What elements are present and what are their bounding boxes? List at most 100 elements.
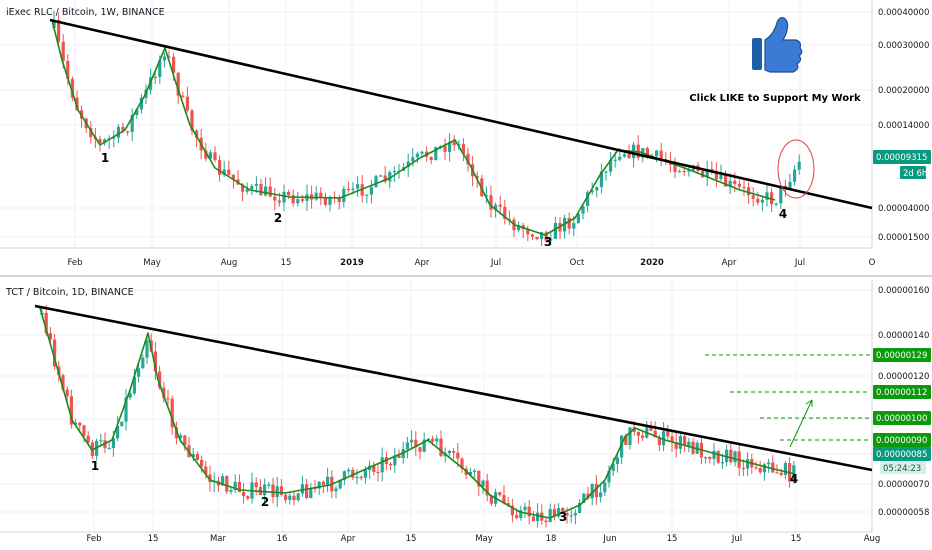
x-tick-label: 2019 [340, 258, 364, 268]
y-tick-label: 0.00000070 [878, 480, 929, 490]
candle-body [544, 232, 548, 241]
candle-body [498, 204, 502, 207]
candle-body [121, 126, 125, 132]
candle-body [527, 506, 531, 517]
current-price-label: 0.00009315 [876, 153, 927, 163]
candle-body [653, 430, 657, 438]
candle-body [314, 192, 318, 200]
candle-body [515, 515, 519, 518]
candle-body [242, 492, 246, 497]
thumbs-up-icon-cuff [752, 38, 762, 70]
candle-body [452, 141, 456, 146]
chart-panel-2: 0.00000160 0.00000140 0.00000120 0.00000100… [0, 280, 931, 544]
candle-body [342, 471, 346, 480]
candle-body [662, 431, 666, 446]
candle-body [259, 183, 263, 196]
candle-body [372, 465, 376, 472]
candle-body [292, 495, 296, 501]
candle-body [231, 174, 235, 180]
x-tick-label: Jul [490, 258, 501, 268]
candle-body [774, 203, 778, 205]
candle-body [678, 436, 682, 449]
x-tick-label: Oct [570, 258, 585, 268]
thumbs-up-icon-hand [764, 17, 803, 73]
candle-body [540, 232, 544, 240]
candle-body [296, 199, 300, 204]
candle-body [213, 152, 217, 161]
candle-body [793, 169, 797, 182]
candle-body [618, 156, 622, 160]
candle-body [200, 459, 204, 467]
candle-body [321, 481, 325, 486]
candle-body [506, 503, 510, 506]
candle-body [720, 462, 724, 464]
candle-body [519, 510, 523, 518]
candle-body [365, 194, 369, 196]
candle-body [418, 447, 422, 452]
pattern-label: 3 [544, 235, 552, 249]
candle-body [503, 206, 507, 220]
candle-body [536, 512, 540, 522]
candle-body [682, 171, 686, 173]
candle-body [246, 496, 250, 499]
x-tick-label: Jul [731, 534, 742, 544]
candle-body [553, 222, 557, 239]
candle-body [590, 190, 594, 193]
candle-body [337, 198, 341, 203]
candle-body [130, 114, 134, 132]
candle-body [415, 153, 419, 158]
y-tick-label: 0.00000058 [878, 508, 929, 518]
candle-body [383, 175, 387, 182]
candle-body [484, 195, 488, 197]
candle-body [139, 97, 143, 110]
candle-body [530, 234, 534, 237]
candle-body [523, 506, 527, 511]
candle-body [666, 431, 670, 437]
candle-body [116, 126, 120, 138]
candle-body [355, 476, 359, 479]
candle-body [485, 480, 489, 496]
candle-body [609, 160, 613, 172]
candle-body [649, 427, 653, 431]
candle-body [576, 213, 580, 224]
candle-body [347, 469, 351, 472]
candle-body [447, 450, 451, 454]
candle-body [599, 492, 603, 498]
candle-body [594, 483, 598, 498]
target-arrow-head [805, 399, 813, 407]
candle-body [435, 438, 439, 442]
candle-body [376, 471, 380, 474]
candle-body [191, 454, 195, 458]
candle-body [351, 188, 355, 190]
candle-body [578, 502, 582, 514]
candle-body [328, 196, 332, 205]
candle-body [86, 435, 90, 443]
candle-body [264, 186, 268, 196]
candle-body [300, 199, 304, 201]
pattern-label: 3 [559, 510, 567, 524]
candle-body [552, 509, 556, 517]
candle-body [414, 439, 418, 448]
candle-body [535, 236, 539, 240]
candle-body [287, 191, 291, 196]
candle-body [208, 474, 212, 483]
candle-body [657, 437, 661, 446]
candle-body [687, 441, 691, 447]
candle-body [124, 397, 128, 422]
candle-body [628, 427, 632, 445]
x-tick-label: 15 [406, 534, 417, 544]
candle-body [112, 137, 116, 139]
candle-body [218, 160, 222, 175]
candle-body [66, 61, 70, 79]
target-level-label: 0.00000112 [876, 388, 927, 398]
candle-body [572, 223, 576, 229]
candle-body [342, 188, 346, 203]
candle-body [429, 156, 433, 161]
candle-body [52, 20, 56, 28]
candle-body [544, 520, 548, 523]
candle-body [374, 176, 378, 188]
x-tick-label: 16 [277, 534, 288, 544]
candle-body [254, 482, 258, 488]
candle-body [174, 427, 178, 439]
candle-body [145, 340, 149, 358]
